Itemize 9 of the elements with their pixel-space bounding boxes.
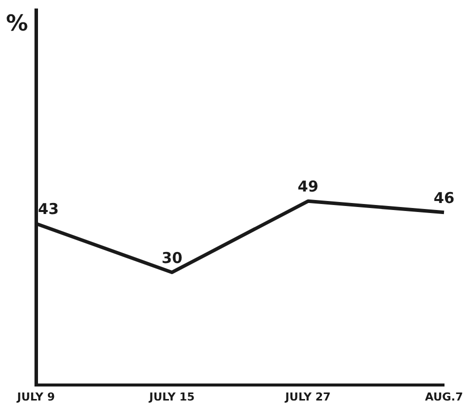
x-tick-label: JULY 9 xyxy=(16,390,55,404)
data-label: 43 xyxy=(38,200,59,218)
y-axis-title: % xyxy=(6,12,28,37)
x-tick-label: JULY 27 xyxy=(284,390,331,404)
data-label: 46 xyxy=(434,188,454,207)
x-tick-label: JULY 15 xyxy=(148,390,195,404)
data-label: 49 xyxy=(298,178,318,196)
x-tick-label: AUG.7 xyxy=(425,390,463,404)
data-label: 30 xyxy=(162,248,182,267)
